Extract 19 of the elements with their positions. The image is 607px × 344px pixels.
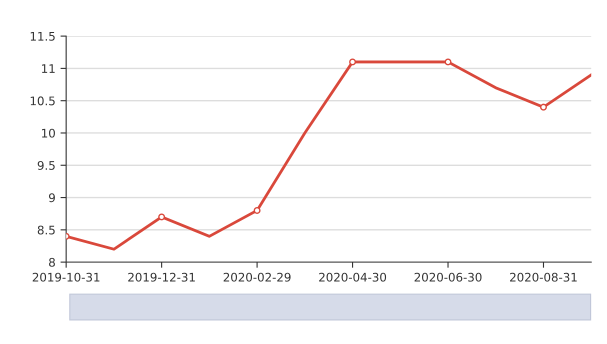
y-tick-label: 11 [42, 64, 55, 73]
y-tick-label: 8.5 [38, 226, 55, 234]
point [444, 58, 452, 66]
x-tick-label: 2019-10-31 [32, 272, 100, 282]
y-tick-label: 8 [49, 258, 55, 267]
y-tick-label: 9.5 [38, 160, 55, 170]
y-tick-label: 10 [42, 128, 55, 138]
y-tick-label: 9 [48, 193, 55, 202]
point [158, 213, 166, 220]
y-tick-label: 10.5 [30, 96, 55, 106]
y-tick-label: 11.5 [30, 32, 55, 41]
point [540, 104, 547, 111]
point [254, 206, 261, 214]
x-tick-label: 2020-04-30 [319, 272, 386, 282]
x-tick-label: 2020-08-31 [510, 272, 577, 282]
x-tick-label: 2020-02-29 [224, 272, 291, 282]
point [349, 58, 356, 66]
x-tick-label: 2020-06-30 [414, 272, 482, 282]
x-tick-label: 2019-12-31 [128, 272, 195, 282]
